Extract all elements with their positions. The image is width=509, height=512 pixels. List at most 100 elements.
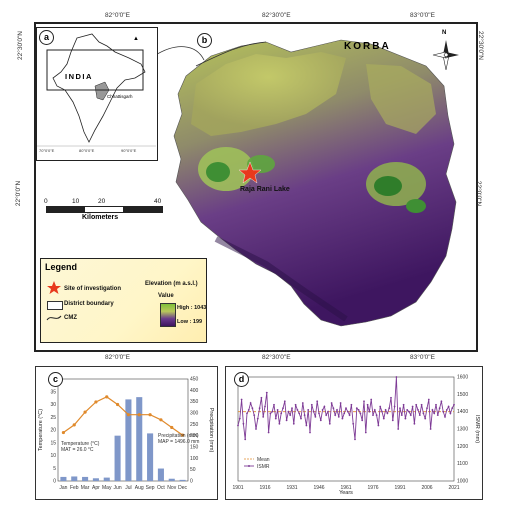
ismr-point: [292, 422, 295, 425]
plot-area: [57, 378, 189, 482]
ismr-point: [348, 414, 351, 417]
ismr-point: [339, 402, 342, 404]
ismr-point: [249, 402, 252, 404]
ismr-point: [354, 438, 356, 441]
y-tick-label: 1400: [457, 409, 468, 415]
x-tick-label: 1916: [259, 485, 270, 491]
ismr-point: [429, 428, 432, 430]
x-tick-label: Jul: [125, 485, 131, 491]
ismr-point: [408, 410, 410, 413]
x-tick-label: Apr: [92, 485, 100, 491]
inset-connector: [153, 46, 205, 61]
ismr-point: [379, 405, 382, 408]
legend-ismr-label: ISMR: [257, 464, 270, 470]
panel-label-b: b: [197, 33, 212, 48]
ismr-point: [366, 403, 369, 406]
y-tick-right: 250: [190, 422, 199, 428]
ismr-point: [415, 403, 418, 406]
y-axis-label-right: Precipitation (mm): [208, 408, 214, 453]
inset-state-label: Chhattisgarh: [107, 94, 133, 99]
ismr-point: [253, 414, 256, 417]
temperature-point: [180, 433, 185, 437]
panel-label-d: d: [234, 372, 249, 387]
legend-ismr-marker: [248, 465, 250, 467]
ismr-point: [251, 407, 254, 410]
ismr-point: [283, 400, 286, 403]
district-name: KORBA: [344, 41, 391, 52]
legend-site: Site of investigation: [64, 286, 122, 292]
ismr-point: [402, 403, 405, 406]
inset-north-icon: ▲: [133, 36, 139, 42]
y-tick-right: 450: [190, 377, 199, 383]
inset-lon-3: 90°0'0"E: [121, 148, 137, 153]
top-coord-3: 83°0'0"E: [410, 12, 435, 19]
ismr-point: [305, 424, 308, 427]
inset-lon-1: 70°0'0"E: [39, 148, 55, 153]
legend-value-label: Value: [158, 293, 174, 299]
y-tick-right: 100: [190, 456, 199, 462]
ismr-point: [336, 409, 338, 411]
ismr-point: [422, 412, 425, 415]
y-tick-left: 35: [50, 389, 56, 395]
ismr-point: [431, 409, 434, 411]
ismr-point: [276, 409, 279, 411]
y-tick-left: 10: [50, 453, 56, 459]
legend-title: Legend: [45, 262, 78, 272]
precip-annotation: Precipitation (mm): [158, 433, 199, 439]
ismr-point: [343, 412, 346, 415]
ismr-point: [368, 410, 371, 413]
ismr-point: [269, 412, 272, 415]
x-tick-label: Aug: [135, 485, 144, 491]
map-legend: Legend Site of investigation District bo…: [40, 258, 207, 343]
x-tick-label: Jun: [114, 485, 122, 491]
y-axis-label-left: Temperature (°C): [38, 409, 44, 451]
inset-country-label: INDIA: [65, 72, 93, 81]
ismr-point: [328, 422, 331, 425]
elevation-color-ramp: [160, 303, 176, 327]
ismr-point: [350, 403, 353, 406]
boundary-swatch: [47, 301, 63, 310]
ismr-point: [244, 438, 247, 441]
temperature-point: [83, 410, 87, 414]
ismr-point: [442, 410, 445, 413]
precip-bar: [92, 478, 99, 481]
precip-bar: [168, 478, 175, 481]
legend-high: High : 1043: [177, 305, 207, 311]
ismr-point: [427, 398, 430, 401]
y-tick-right: 400: [190, 388, 199, 394]
x-tick-label: 1961: [340, 485, 351, 491]
ismr-point: [390, 396, 392, 399]
legend-elevation-title: Elevation (m a.s.l.): [145, 281, 198, 287]
legend-low: Low : 199: [177, 319, 203, 325]
ismr-point: [289, 414, 292, 417]
y-tick-left: 5: [53, 466, 56, 472]
precip-bar: [114, 435, 121, 481]
site-star: [238, 161, 262, 184]
ismr-point: [413, 422, 416, 425]
ismr-chart-panel: 1901 1916 1931 1946 1961 1976 1991 2006 2021 1000…: [225, 366, 483, 500]
temp-mean-annotation: MAT = 26.0 °C: [61, 447, 94, 453]
precip-bar: [125, 399, 132, 481]
ismr-point: [316, 400, 319, 403]
ismr-point: [264, 405, 266, 408]
temperature-point: [137, 413, 141, 417]
panel-label-c: c: [48, 372, 63, 387]
ismr-point: [273, 403, 275, 406]
bottom-coord-1: 82°0'0"E: [105, 354, 130, 361]
ismr-point: [318, 412, 320, 415]
x-axis-label: Years: [339, 490, 353, 496]
ismr-point: [372, 414, 374, 417]
ismr-point: [274, 417, 277, 420]
ismr-point: [296, 409, 299, 411]
x-tick-label: 1931: [286, 485, 297, 491]
y-tick-left: 15: [50, 440, 56, 446]
x-tick-label: 1946: [313, 485, 324, 491]
precip-mean-annotation: MAP = 1496.0 mm: [158, 439, 199, 445]
scale-tick-40: 40: [154, 198, 162, 205]
y-tick-right: 50: [190, 467, 196, 473]
scale-tick-0: 0: [44, 198, 48, 205]
ismr-point: [278, 422, 281, 425]
scale-tick-10: 10: [72, 198, 80, 205]
x-tick-label: Oct: [157, 485, 165, 491]
scale-tick-20: 20: [98, 198, 106, 205]
